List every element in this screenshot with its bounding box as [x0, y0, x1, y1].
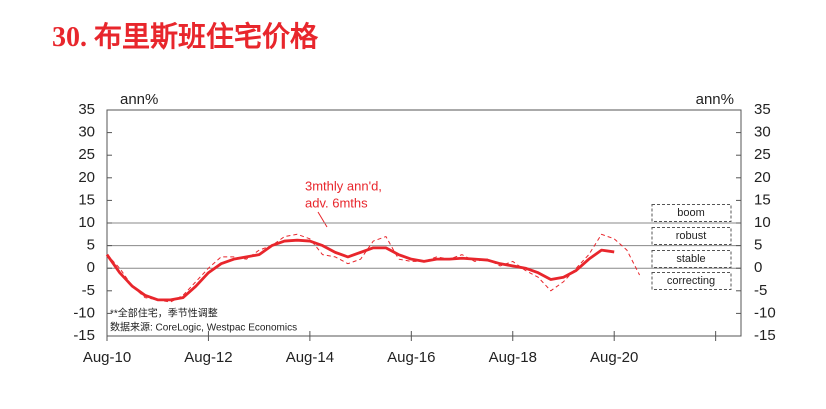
y-unit-left: ann% [120, 91, 158, 108]
y2-tick-label: 0 [754, 259, 762, 276]
y-tick-label: 25 [78, 146, 95, 163]
y2-tick-label: 10 [754, 214, 771, 231]
x-tick-label: Aug-10 [83, 349, 131, 366]
y-unit-right: ann% [696, 91, 734, 108]
footnote: **全部住宅，季节性调整 [110, 307, 218, 320]
y-tick-label: -15 [73, 327, 95, 344]
series-line [106, 233, 641, 303]
y2-tick-label: 5 [754, 237, 762, 254]
y-tick-label: 35 [78, 101, 95, 118]
y2-tick-label: -5 [754, 282, 767, 299]
band-label: correcting [667, 275, 715, 287]
band-box [651, 272, 732, 290]
annotation: adv. 6mths [305, 195, 368, 210]
annotation: 3mthly ann'd, [305, 178, 382, 193]
annotation-pointer [317, 211, 328, 228]
band-box [651, 204, 732, 222]
y-tick-label: 30 [78, 124, 95, 141]
band-box [651, 227, 732, 245]
y2-tick-label: 25 [754, 146, 771, 163]
band-label: stable [676, 253, 705, 265]
band-label: boom [677, 207, 705, 219]
band-label: robust [676, 230, 707, 242]
y2-tick-label: 20 [754, 169, 771, 186]
y2-tick-label: 35 [754, 101, 771, 118]
footnote: 数据来源: CoreLogic, Westpac Economics [110, 321, 297, 334]
y2-tick-label: 30 [754, 124, 771, 141]
x-tick-label: Aug-14 [286, 349, 334, 366]
y-tick-label: 20 [78, 169, 95, 186]
y-tick-label: 10 [78, 214, 95, 231]
y-tick-label: 5 [87, 237, 95, 254]
y-tick-label: -10 [73, 304, 95, 321]
y-tick-label: 15 [78, 191, 95, 208]
x-tick-label: Aug-18 [489, 349, 537, 366]
x-tick-label: Aug-16 [387, 349, 435, 366]
band-box [651, 250, 732, 268]
chart-title: 30. 布里斯班住宅价格 [52, 20, 319, 53]
y-tick-label: 0 [87, 259, 95, 276]
series-line [105, 238, 615, 302]
y-tick-label: -5 [82, 282, 95, 299]
y2-tick-label: -10 [754, 304, 776, 321]
x-tick-label: Aug-12 [184, 349, 232, 366]
y2-tick-label: 15 [754, 191, 771, 208]
y2-tick-label: -15 [754, 327, 776, 344]
x-tick-label: Aug-20 [590, 349, 638, 366]
